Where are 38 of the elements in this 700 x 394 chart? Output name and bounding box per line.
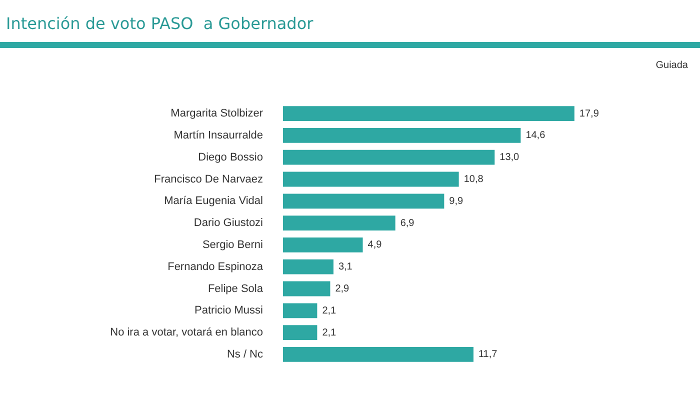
- bar: [283, 347, 474, 362]
- bar: [283, 216, 396, 230]
- data-label: 11,7: [478, 349, 498, 360]
- y-tick-label: Francisco De Narvaez: [154, 173, 263, 186]
- bar: [283, 303, 318, 318]
- y-tick-label: Dario Giustozi: [194, 217, 263, 230]
- data-label: 13,0: [500, 152, 520, 164]
- data-label: 4,9: [368, 240, 382, 251]
- y-tick-label: Diego Bossio: [198, 151, 263, 164]
- data-label: 14,6: [526, 130, 546, 142]
- data-label: 9,9: [449, 196, 464, 207]
- data-label: 6,9: [400, 218, 415, 229]
- data-label: 3,1: [338, 262, 353, 273]
- y-tick-label: Martín Insaurralde: [174, 129, 263, 142]
- y-tick-label: Margarita Stolbizer: [170, 108, 264, 120]
- data-label: 2,9: [335, 284, 350, 294]
- bar: [283, 128, 521, 143]
- y-tick-label: Patricio Mussi: [194, 304, 263, 317]
- y-tick-label: Ns / Nc: [226, 348, 264, 360]
- bar: [283, 325, 318, 340]
- bar: [283, 172, 459, 187]
- bar: [283, 238, 363, 252]
- y-tick-label: Felipe Sola: [208, 282, 264, 295]
- bar: [283, 281, 330, 296]
- y-tick-label: Fernando Espinoza: [168, 260, 264, 273]
- bar: [283, 259, 334, 274]
- data-label: 2,1: [322, 305, 337, 316]
- bar: [283, 194, 444, 209]
- y-tick-label: No ira a votar, votará en blanco: [110, 326, 263, 339]
- chart-title: Intención de voto PASO a Gobernador: [0, 0, 700, 48]
- data-label: 17,9: [579, 108, 600, 120]
- y-tick-label: María Eugenia Vidal: [164, 195, 263, 208]
- data-label: 2,1: [322, 327, 337, 338]
- bar: [283, 150, 495, 165]
- y-tick-label: Sergio Berni: [202, 238, 263, 251]
- data-label: 10,8: [464, 174, 484, 185]
- bar: [283, 106, 574, 121]
- text: Guiada: [656, 60, 688, 71]
